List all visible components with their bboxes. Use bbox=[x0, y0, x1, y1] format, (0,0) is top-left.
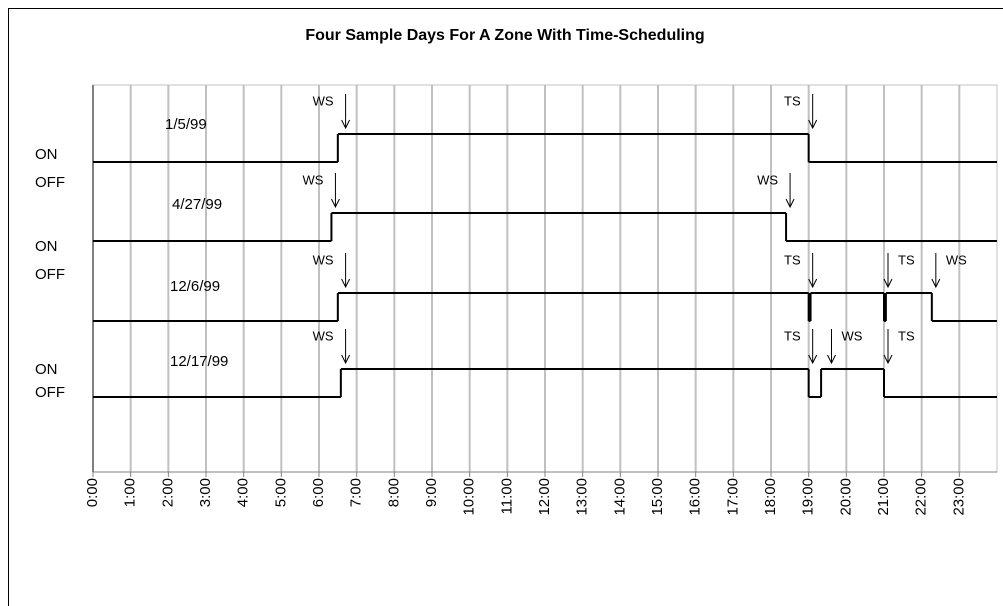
x-tick-label: 16:00 bbox=[687, 478, 704, 516]
event-arrowhead bbox=[341, 354, 351, 365]
x-tick-label: 1:00 bbox=[122, 478, 139, 507]
x-tick-label: 22:00 bbox=[913, 478, 930, 516]
x-tick-label: 21:00 bbox=[875, 478, 892, 516]
day-label: 12/17/99 bbox=[170, 353, 228, 370]
x-tick-label: 13:00 bbox=[574, 478, 591, 516]
event-arrowhead bbox=[785, 198, 795, 209]
day-label: 12/6/99 bbox=[170, 278, 220, 295]
event-label: TS bbox=[898, 252, 915, 267]
x-tick-label: 9:00 bbox=[423, 478, 440, 507]
event-arrowhead bbox=[341, 278, 351, 289]
state-off-label: OFF bbox=[35, 266, 65, 283]
event-arrowhead bbox=[827, 354, 836, 365]
x-tick-label: 17:00 bbox=[724, 478, 741, 516]
event-arrowhead bbox=[883, 278, 893, 289]
event-label: WS bbox=[302, 172, 323, 187]
x-tick-label: 15:00 bbox=[649, 478, 666, 516]
x-tick-label: 23:00 bbox=[950, 478, 967, 516]
x-tick-label: 19:00 bbox=[800, 478, 817, 516]
state-off-label: OFF bbox=[35, 384, 65, 401]
x-tick-label: 5:00 bbox=[272, 478, 289, 507]
x-tick-label: 10:00 bbox=[461, 478, 478, 516]
event-arrowhead bbox=[330, 198, 340, 209]
event-label: TS bbox=[784, 93, 801, 108]
x-tick-label: 2:00 bbox=[159, 478, 176, 507]
x-tick-label: 3:00 bbox=[197, 478, 214, 507]
event-label: WS bbox=[313, 93, 334, 108]
x-tick-label: 6:00 bbox=[310, 478, 327, 507]
event-arrowhead bbox=[931, 278, 941, 289]
x-tick-label: 14:00 bbox=[611, 478, 628, 516]
event-arrowhead bbox=[808, 119, 818, 130]
state-off-label: OFF bbox=[35, 174, 65, 191]
x-tick-label: 7:00 bbox=[348, 478, 365, 507]
day-label: 4/27/99 bbox=[172, 196, 222, 213]
x-tick-label: 8:00 bbox=[385, 478, 402, 507]
event-label: WS bbox=[946, 252, 967, 267]
x-tick-label: 11:00 bbox=[498, 478, 515, 514]
x-tick-label: 4:00 bbox=[235, 478, 252, 507]
event-label: TS bbox=[898, 328, 915, 343]
event-label: WS bbox=[842, 328, 863, 343]
x-tick-label: 20:00 bbox=[837, 478, 854, 516]
event-arrowhead bbox=[883, 354, 893, 365]
x-tick-label: 12:00 bbox=[536, 478, 553, 516]
event-label: TS bbox=[784, 252, 801, 267]
chart-title: Four Sample Days For A Zone With Time-Sc… bbox=[305, 27, 704, 44]
x-tick-label: 0:00 bbox=[84, 478, 101, 507]
event-label: WS bbox=[313, 252, 334, 267]
event-label: TS bbox=[784, 328, 801, 343]
event-label: WS bbox=[313, 328, 334, 343]
state-on-label: ON bbox=[35, 146, 58, 163]
x-tick-label: 18:00 bbox=[762, 478, 779, 516]
event-label: WS bbox=[757, 172, 778, 187]
event-arrowhead bbox=[808, 278, 818, 289]
state-on-label: ON bbox=[35, 238, 58, 255]
event-arrowhead bbox=[808, 354, 818, 365]
event-arrowhead bbox=[341, 119, 351, 130]
day-label: 1/5/99 bbox=[165, 116, 207, 133]
state-on-label: ON bbox=[35, 361, 58, 378]
